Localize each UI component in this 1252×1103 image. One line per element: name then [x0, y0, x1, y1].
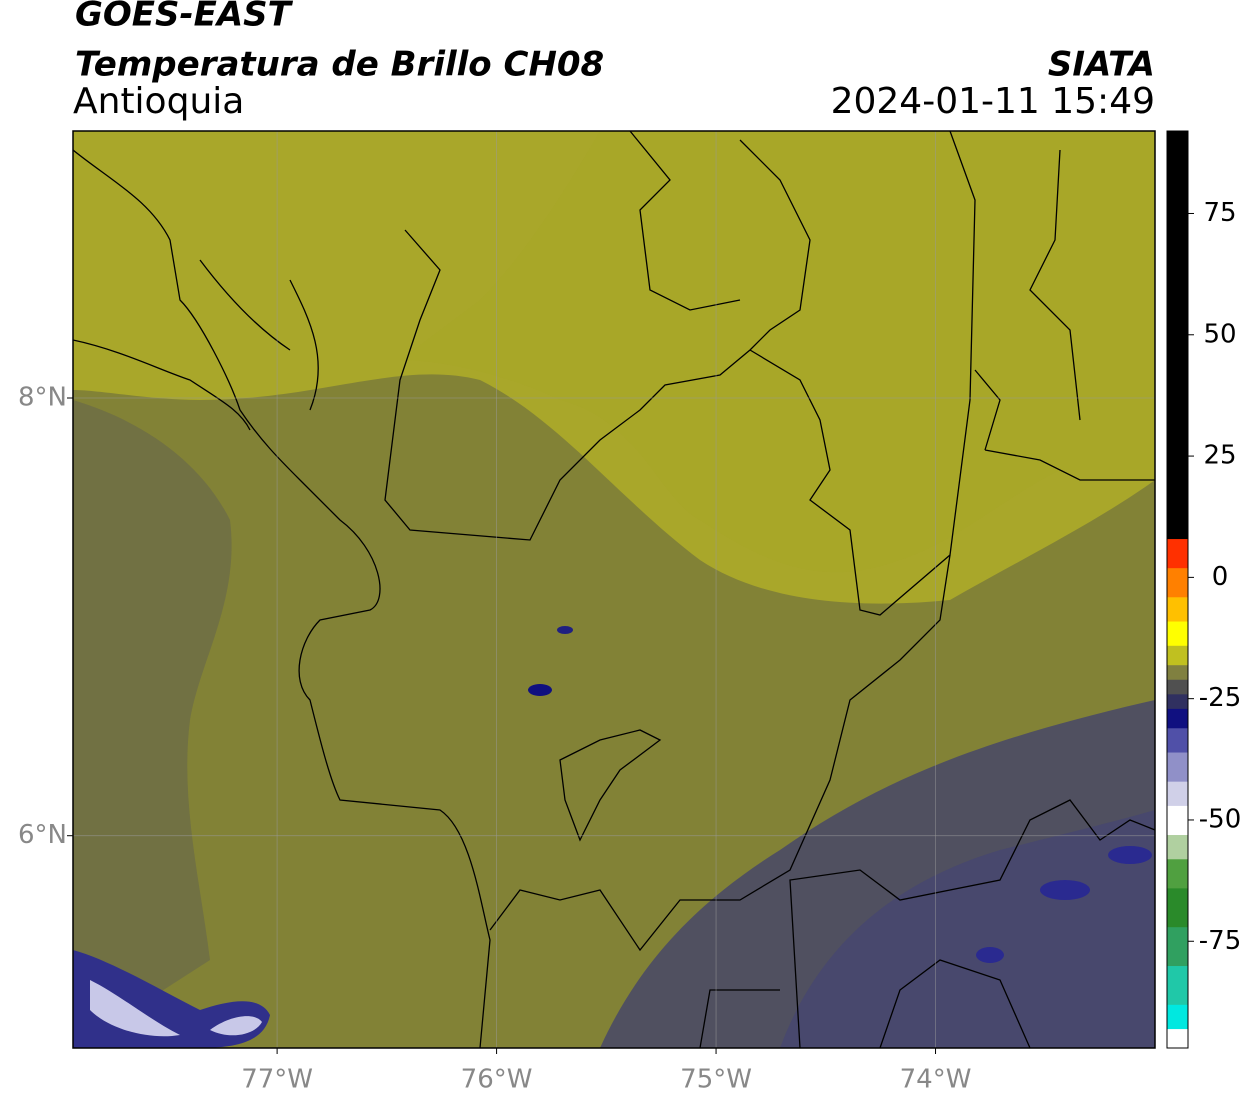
colorbar-tick-label: -25	[1199, 683, 1241, 713]
colorbar-segment	[1167, 538, 1188, 569]
colorbar-segment	[1167, 708, 1188, 729]
border	[73, 149, 491, 1048]
colorbar-segment	[1167, 781, 1188, 806]
imagery-cool-zone	[73, 400, 232, 1048]
border	[559, 729, 662, 842]
x-tick-label: 74°W	[900, 1065, 972, 1095]
imagery	[73, 131, 1155, 1048]
colorbar-tick-label: 0	[1212, 562, 1229, 592]
product-title: Temperatura de Brillo CH08	[75, 45, 604, 85]
colorbar-segment	[1167, 596, 1188, 622]
imagery-cell	[1108, 846, 1152, 864]
imagery-cell	[557, 626, 573, 634]
colorbar-segment	[1167, 679, 1188, 695]
colorbar-tick-label: 75	[1203, 198, 1236, 228]
colorbar-frame	[1166, 130, 1189, 1049]
colorbar-segment	[1167, 834, 1188, 860]
border	[489, 554, 951, 952]
datetime-label: 2024-01-11 15:49	[831, 81, 1155, 122]
colorbar-segment	[1167, 645, 1188, 666]
imagery-cell	[1040, 880, 1090, 900]
grid	[67, 131, 1155, 1054]
colorbar-tick-label: -75	[1199, 926, 1241, 956]
colorbar-segment	[1167, 887, 1188, 928]
colorbar-segment	[1167, 664, 1188, 680]
imagery-cell	[976, 947, 1004, 963]
colorbar-segment	[1167, 1004, 1188, 1030]
colorbar-segment	[1167, 131, 1188, 540]
colorbar-segment	[1167, 965, 1188, 1005]
border	[384, 139, 811, 541]
colorbar-segment	[1167, 752, 1188, 782]
colorbar-segment	[1167, 693, 1188, 709]
x-tick-label: 76°W	[461, 1065, 533, 1095]
border	[749, 131, 976, 616]
imagery-cell	[528, 684, 552, 696]
colorbar-tick-label: 25	[1203, 441, 1236, 471]
colorbar-segment	[1167, 567, 1188, 598]
imagery-cloud-tops	[90, 980, 262, 1037]
colorbar-segment	[1167, 727, 1188, 753]
map-frame	[72, 130, 1156, 1049]
coastline	[73, 259, 319, 431]
colorbar-segment	[1167, 1028, 1188, 1049]
colorbar-segment	[1167, 805, 1188, 836]
colorbar-segment	[1167, 858, 1188, 889]
border	[629, 131, 741, 311]
source-label: SIATA	[1048, 45, 1155, 85]
colorbar-segment	[1167, 926, 1188, 967]
border	[974, 149, 1155, 481]
colorbar	[1167, 131, 1194, 1049]
x-tick-label: 75°W	[680, 1065, 752, 1095]
imagery-colder-zone	[780, 810, 1155, 1048]
x-tick-label: 77°W	[241, 1065, 313, 1095]
satellite-title: GOES-EAST	[75, 0, 294, 35]
y-tick-label: 6°N	[18, 820, 67, 850]
border	[699, 799, 1155, 1048]
colorbar-segment	[1167, 621, 1188, 646]
y-tick-label: 8°N	[18, 383, 67, 413]
region-label: Antioquia	[73, 81, 244, 122]
colorbar-tick-label: 50	[1203, 319, 1236, 349]
imagery-warm-zone-2	[400, 131, 1155, 573]
colorbar-tick-label: -50	[1199, 804, 1241, 834]
